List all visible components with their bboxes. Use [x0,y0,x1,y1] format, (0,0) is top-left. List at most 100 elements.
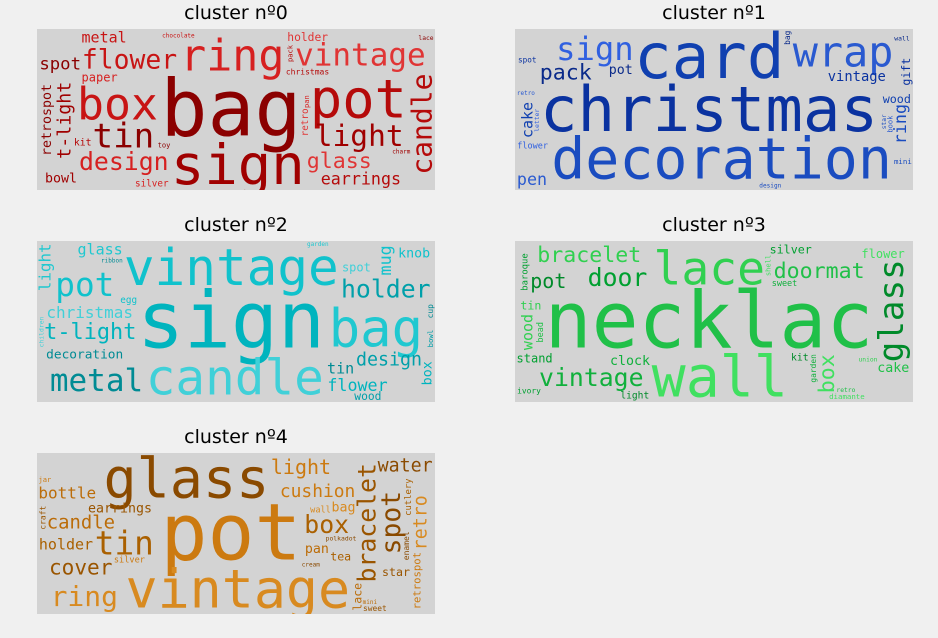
word-silver: silver [114,555,145,565]
word-box: box [304,510,349,539]
word-pot: pot [530,269,566,293]
word-knob: knob [398,246,430,261]
word-light: light [37,243,54,291]
word-star: star [382,565,410,579]
word-box: box [815,354,840,393]
word-garden: garden [307,241,329,248]
word-sign: sign [171,133,305,190]
word-metal: metal [50,363,143,399]
word-water: water [378,455,433,476]
wordcloud: bag sign pot box ring vintage tin light candle fl… [37,29,435,190]
word-t-light: t-light [55,82,76,159]
word-silver: silver [770,243,812,257]
word-vintage: vintage [124,241,339,298]
word-toy: toy [158,141,171,150]
panel-cluster-0: cluster nº0 bag sign pot box ring vintage tin l… [37,2,435,190]
word-gift: gift [899,58,913,86]
panel-title: cluster nº4 [184,426,288,448]
word-egg: egg [120,295,137,306]
word-pack: pack [540,61,592,86]
word-cushion: cushion [280,481,355,502]
word-pan: pan [302,95,311,108]
word-holder: holder [287,31,328,44]
word-tin: tin [520,299,541,313]
word-tin: tin [327,359,354,377]
wordcloud: pot vintage glass bracelet tin candle cushion r… [37,453,435,614]
word-box: box [77,77,158,130]
word-union: union [859,356,878,363]
word-ring: ring [180,32,284,82]
word-wood: wood [883,92,911,106]
panel-title: cluster nº0 [184,2,288,24]
wordcloud: sign vintage bag candle metal holder t-light po… [37,241,435,402]
word-diamante: diamante [829,392,865,401]
word-bag: bag [331,500,355,515]
word-mug: mug [375,245,395,275]
word-box: box [420,361,435,385]
word-vintage: vintage [125,559,350,615]
word-pack: pack [286,44,295,62]
word-kit: kit [791,353,809,364]
word-holder: holder [39,535,93,553]
word-design: design [79,147,169,176]
word-wall: wall [894,35,910,43]
word-doormat: doormat [774,259,865,284]
word-ribbon: ribbon [101,258,123,265]
word-charm: charm [392,149,410,156]
word-pan: pan [305,542,329,557]
panel-cluster-2: cluster nº2 sign vintage bag candle metal hol… [37,214,435,402]
word-spot: spot [342,261,371,275]
word-glass: glass [103,453,269,511]
word-sweet: sweet [772,279,798,289]
word-candle: candle [47,511,115,533]
word-bead: bead [536,322,546,342]
word-pen: pen [517,169,547,189]
panel-title: cluster nº3 [662,214,766,236]
word-sign: sign [556,30,634,68]
word-pot: pot [310,68,407,131]
word-retro: retro [410,495,431,550]
word-letter: letter [533,109,541,132]
word-ring: ring [51,580,118,613]
word-retrospot: retrospot [40,84,55,156]
word-candle: candle [405,74,435,175]
word-sweet: sweet [363,604,387,613]
word-tea: tea [330,549,351,563]
panel-cluster-1: cluster nº1 christmas card decoration wrap s… [515,2,913,190]
word-polkadot: polkadot [326,535,357,543]
word-cup: cup [426,304,435,319]
word-bag: bag [783,30,792,45]
word-candle: candle [146,349,324,403]
word-design: design [356,349,422,370]
word-enamel: enamel [402,531,411,560]
word-pot: pot [609,63,633,78]
word-design: design [759,182,781,189]
panel-title: cluster nº1 [662,2,766,24]
word-lace: lace [654,242,766,296]
word-bag: bag [329,300,423,360]
word-pot: pot [161,489,302,579]
word-bag: bag [161,65,302,155]
word-vintage: vintage [539,363,644,392]
word-glass: glass [307,149,372,174]
word-wrap: wrap [793,29,894,76]
word-silver: silver [135,178,169,189]
word-mini: mini [894,157,912,166]
word-sign: sign [137,277,325,367]
word-cream: cream [302,562,320,569]
word-cover: cover [49,555,113,580]
word-vintage: vintage [828,69,886,85]
word-cutlery: cutlery [404,478,414,515]
word-glass: glass [872,259,912,362]
word-t-light: t-light [44,320,136,345]
word-flower: flower [861,247,904,261]
word-spot: spot [518,56,537,65]
word-retro: retro [517,90,535,97]
word-spot: spot [39,55,81,75]
word-garden: garden [809,354,818,383]
word-light: light [271,455,331,479]
word-tin: tin [95,525,154,563]
word-bottle: bottle [38,484,96,503]
